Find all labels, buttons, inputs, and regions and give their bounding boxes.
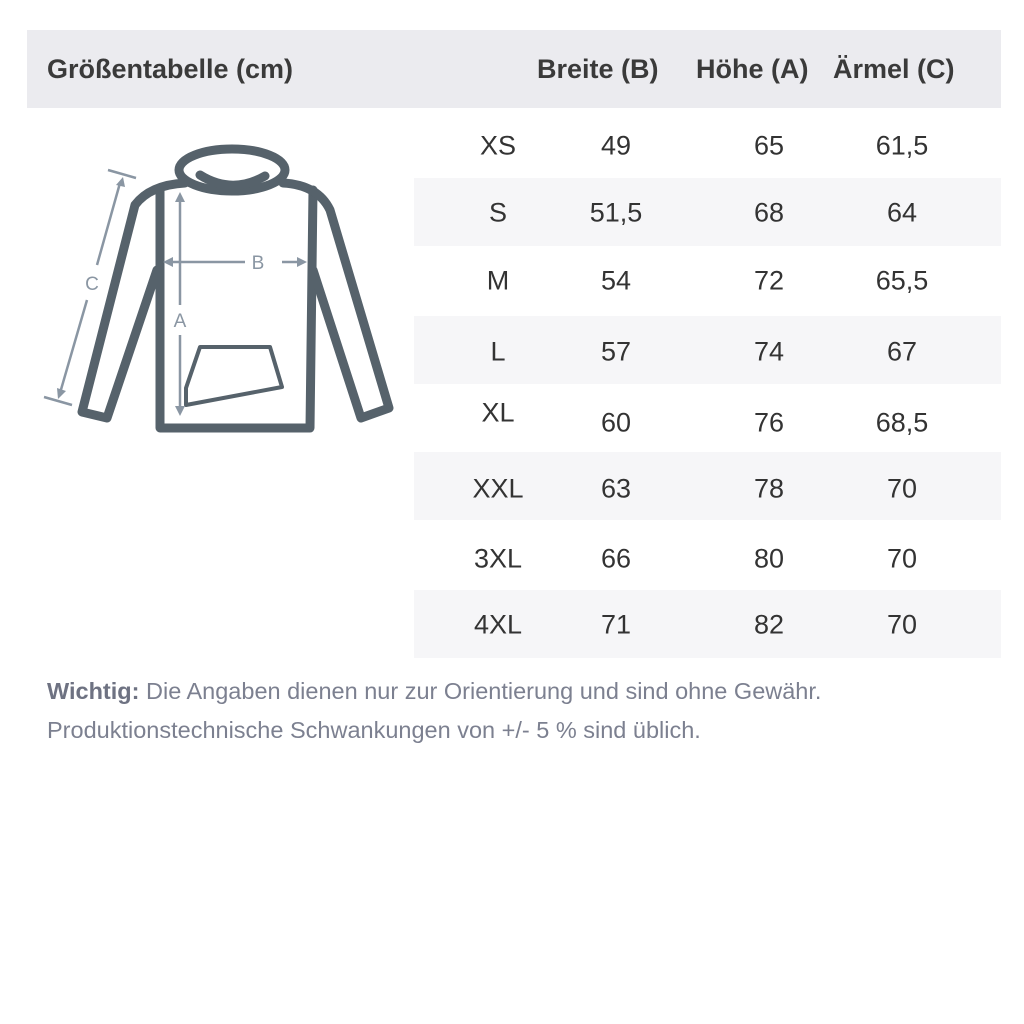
note-line-2: Produktionstechnische Schwankungen von +… — [47, 717, 701, 743]
cell-hoehe: 82 — [753, 609, 785, 640]
cell-size: 4XL — [473, 609, 523, 640]
cell-breite: 71 — [600, 609, 632, 640]
table-title: Größentabelle (cm) — [47, 54, 294, 84]
cell-size: XS — [479, 130, 517, 161]
cell-size: S — [488, 197, 508, 228]
note-text: Die Angaben dienen nur zur Orientierung … — [139, 678, 822, 704]
cell-hoehe: 68 — [753, 197, 785, 228]
cell-breite: 57 — [600, 336, 632, 367]
cell-size: 3XL — [473, 543, 523, 574]
cell-aermel: 65,5 — [875, 265, 929, 296]
cell-size: XL — [481, 397, 515, 428]
cell-hoehe: 74 — [753, 336, 785, 367]
cell-size: XXL — [472, 473, 524, 504]
row-stripe — [414, 178, 1001, 246]
cell-aermel: 70 — [886, 543, 918, 574]
cell-hoehe: 72 — [753, 265, 785, 296]
note-line-1: Wichtig: Die Angaben dienen nur zur Orie… — [47, 678, 821, 705]
cell-breite: 49 — [600, 130, 632, 161]
hoodie-icon: B A C — [43, 144, 394, 433]
table-header: Größentabelle (cm) Breite (B) Höhe (A) Ä… — [27, 30, 1001, 108]
label-c: C — [85, 274, 99, 295]
cell-hoehe: 80 — [753, 543, 785, 574]
cell-aermel: 61,5 — [875, 130, 929, 161]
cell-hoehe: 76 — [753, 407, 785, 438]
column-header-aermel: Ärmel (C) — [833, 54, 955, 84]
cell-size: L — [490, 336, 506, 367]
cell-breite: 51,5 — [589, 197, 643, 228]
cell-breite: 66 — [600, 543, 632, 574]
label-b: B — [252, 253, 265, 274]
column-header-breite: Breite (B) — [537, 54, 659, 84]
cell-breite: 54 — [600, 265, 632, 296]
cell-hoehe: 78 — [753, 473, 785, 504]
row-stripe — [414, 590, 1001, 658]
row-stripe — [414, 452, 1001, 520]
cell-aermel: 67 — [886, 336, 918, 367]
column-header-hoehe: Höhe (A) — [696, 54, 809, 84]
cell-aermel: 68,5 — [875, 407, 929, 438]
row-stripe — [414, 316, 1001, 384]
cell-hoehe: 65 — [753, 130, 785, 161]
cell-aermel: 64 — [886, 197, 918, 228]
cell-aermel: 70 — [886, 473, 918, 504]
label-a: A — [174, 311, 187, 332]
cell-aermel: 70 — [886, 609, 918, 640]
note-label: Wichtig: — [47, 678, 140, 704]
cell-size: M — [486, 265, 510, 296]
cell-breite: 60 — [600, 407, 632, 438]
cell-breite: 63 — [600, 473, 632, 504]
